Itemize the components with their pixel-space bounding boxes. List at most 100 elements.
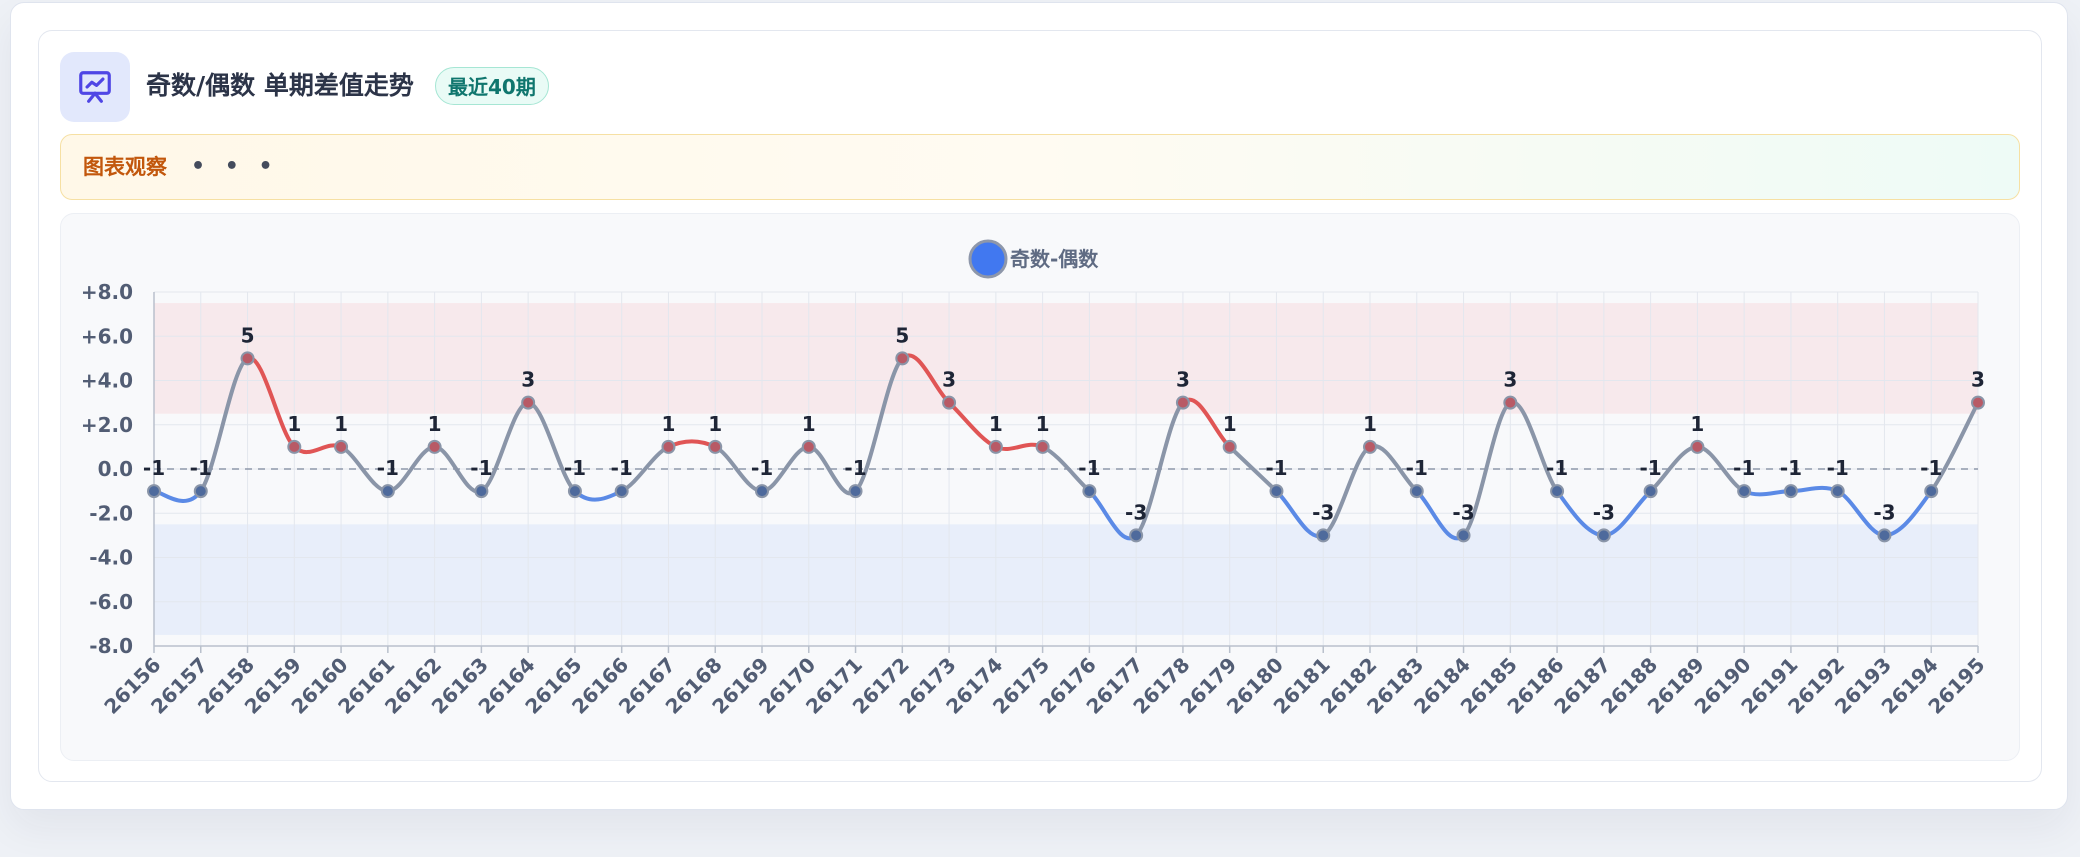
data-label-26166: -1 bbox=[611, 456, 633, 480]
data-label-26185: 3 bbox=[1503, 368, 1517, 392]
data-point-26185 bbox=[1503, 395, 1518, 410]
data-label-26187: -3 bbox=[1593, 500, 1615, 524]
series-line-segment-9 bbox=[572, 489, 624, 502]
data-point-26164 bbox=[521, 395, 536, 410]
data-point-26161 bbox=[380, 484, 395, 499]
chart-title: 奇数/偶数 单期差值走势 bbox=[146, 71, 414, 100]
y-tick-label: 0.0 bbox=[98, 457, 133, 481]
data-label-26165: -1 bbox=[564, 456, 586, 480]
data-point-26173 bbox=[942, 395, 957, 410]
data-point-26166 bbox=[614, 484, 629, 499]
data-point-26190 bbox=[1737, 484, 1752, 499]
loading-dots: • • • bbox=[191, 154, 279, 179]
data-point-26168 bbox=[708, 439, 723, 454]
data-point-26176 bbox=[1082, 484, 1097, 499]
data-point-26177 bbox=[1129, 528, 1144, 543]
data-point-26156 bbox=[147, 484, 161, 499]
presentation-chart-icon bbox=[60, 52, 130, 122]
data-label-26174: 1 bbox=[989, 412, 1003, 436]
data-label-26163: -1 bbox=[470, 456, 492, 480]
series-line-segment-18 bbox=[993, 442, 1045, 451]
data-label-26190: -1 bbox=[1733, 456, 1755, 480]
data-label-26181: -3 bbox=[1312, 500, 1334, 524]
data-label-26169: -1 bbox=[751, 456, 773, 480]
data-label-26156: -1 bbox=[143, 456, 165, 480]
data-label-26178: 3 bbox=[1176, 368, 1190, 392]
data-label-26175: 1 bbox=[1036, 412, 1050, 436]
data-label-26177: -3 bbox=[1125, 500, 1147, 524]
data-label-26189: 1 bbox=[1690, 412, 1704, 436]
y-tick-label: -2.0 bbox=[89, 501, 133, 525]
series-line-segment-1 bbox=[198, 356, 250, 494]
data-point-26178 bbox=[1175, 395, 1190, 410]
data-point-26183 bbox=[1409, 484, 1424, 499]
data-point-26184 bbox=[1456, 528, 1471, 543]
data-label-26157: -1 bbox=[190, 456, 212, 480]
data-label-26176: -1 bbox=[1078, 456, 1100, 480]
data-point-26189 bbox=[1690, 439, 1705, 454]
data-point-26182 bbox=[1363, 439, 1377, 454]
series-line-segment-11 bbox=[666, 439, 718, 449]
y-tick-label: -6.0 bbox=[89, 590, 133, 614]
legend-label: 奇数-偶数 bbox=[1010, 247, 1099, 271]
data-point-26194 bbox=[1924, 484, 1939, 499]
y-tick-label: +4.0 bbox=[81, 369, 133, 393]
data-point-26175 bbox=[1035, 439, 1050, 454]
data-label-26193: -3 bbox=[1873, 500, 1895, 524]
data-point-26165 bbox=[567, 484, 582, 499]
data-point-26169 bbox=[755, 484, 769, 499]
data-point-26162 bbox=[427, 439, 442, 454]
data-point-26186 bbox=[1550, 484, 1565, 499]
data-point-26170 bbox=[801, 439, 816, 454]
data-point-26167 bbox=[661, 439, 676, 454]
data-label-26186: -1 bbox=[1546, 456, 1568, 480]
data-point-26163 bbox=[474, 484, 489, 499]
data-label-26183: -1 bbox=[1406, 456, 1428, 480]
data-label-26192: -1 bbox=[1827, 456, 1849, 480]
data-point-26171 bbox=[848, 484, 863, 499]
data-label-26161: -1 bbox=[377, 456, 399, 480]
data-label-26160: 1 bbox=[334, 412, 348, 436]
data-point-26159 bbox=[287, 439, 302, 454]
data-point-26181 bbox=[1316, 528, 1331, 543]
y-tick-label: +2.0 bbox=[81, 413, 133, 437]
series-line-segment-35 bbox=[1788, 485, 1840, 494]
data-label-26182: 1 bbox=[1363, 412, 1377, 436]
data-point-26160 bbox=[334, 439, 349, 454]
data-label-26164: 3 bbox=[521, 368, 535, 392]
data-label-26179: 1 bbox=[1223, 412, 1237, 436]
data-label-26194: -1 bbox=[1920, 456, 1942, 480]
data-label-26191: -1 bbox=[1780, 456, 1802, 480]
data-label-26184: -3 bbox=[1452, 500, 1474, 524]
data-label-26170: 1 bbox=[802, 412, 816, 436]
data-point-26157 bbox=[193, 484, 208, 499]
legend-marker bbox=[968, 239, 1008, 279]
data-label-26195: 3 bbox=[1971, 368, 1985, 392]
data-label-26188: -1 bbox=[1640, 456, 1662, 480]
data-point-26191 bbox=[1783, 484, 1798, 499]
data-point-26158 bbox=[240, 351, 255, 366]
data-point-26180 bbox=[1269, 484, 1284, 499]
y-tick-label: +8.0 bbox=[81, 280, 133, 304]
data-point-26192 bbox=[1830, 484, 1845, 499]
data-point-26179 bbox=[1222, 439, 1237, 454]
data-label-26167: 1 bbox=[662, 412, 676, 436]
series-line-segment-0 bbox=[152, 489, 203, 503]
data-label-26158: 5 bbox=[241, 323, 255, 347]
band-0 bbox=[154, 303, 1978, 414]
data-point-26193 bbox=[1877, 528, 1892, 543]
data-label-26171: -1 bbox=[844, 456, 866, 480]
data-point-26172 bbox=[895, 351, 910, 366]
chart-observation-bar[interactable]: 图表观察 • • • bbox=[60, 134, 2020, 200]
data-point-26188 bbox=[1643, 484, 1658, 499]
data-label-26172: 5 bbox=[895, 323, 909, 347]
band-1 bbox=[154, 524, 1978, 635]
y-tick-label: -4.0 bbox=[89, 546, 133, 570]
data-label-26162: 1 bbox=[428, 412, 442, 436]
period-badge[interactable]: 最近40期 bbox=[435, 67, 549, 105]
data-point-26195 bbox=[1971, 395, 1985, 410]
observation-label: 图表观察 bbox=[83, 155, 167, 179]
data-label-26180: -1 bbox=[1265, 456, 1287, 480]
series-line-segment-3 bbox=[292, 443, 344, 454]
